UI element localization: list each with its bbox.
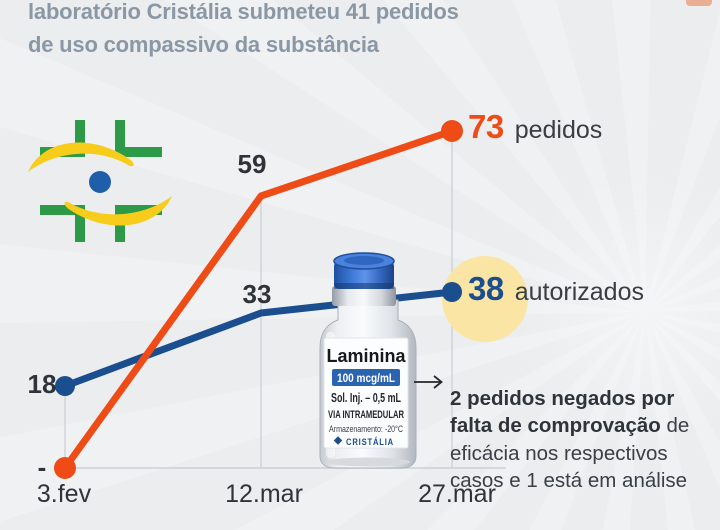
vial-cap-rim [334, 283, 394, 289]
vial-cap-top-inner [344, 256, 384, 265]
series-pedidos [54, 120, 463, 479]
x-tick-3fev: 3.fev [36, 480, 92, 508]
point-label-pedidos-3fev: - [37, 452, 47, 482]
x-tick-12mar: 12.mar [225, 480, 303, 508]
page-title: laboratório Cristália submeteu 41 pedido… [28, 0, 459, 61]
point-label-pedidos-12mar: 59 [237, 149, 267, 179]
vial-glass-bottom [326, 457, 410, 467]
legend-pedidos-text: pedidos [514, 116, 603, 144]
title-line-1: laboratório Cristália submeteu 41 pedido… [28, 0, 459, 24]
cristalia-logo-icon [333, 436, 343, 445]
legend-pedidos-value: 73 [468, 108, 504, 145]
point-pedidos-3fev [54, 457, 76, 479]
vial-dose: 100 mcg/mL [337, 371, 395, 385]
vial-route-text: VIA INTRAMEDULAR [328, 409, 404, 421]
yellow-highlight-circle [442, 256, 528, 342]
vial-solution-text: Sol. Inj. – 0,5 mL [331, 391, 401, 405]
vial-aluminum-seal [332, 286, 396, 306]
vial-label [323, 337, 409, 449]
legend-autorizados: 38 autorizados [468, 270, 644, 308]
point-label-autorizados-12mar: 33 [242, 279, 272, 309]
point-autorizados-27mar [442, 282, 462, 302]
point-label-autorizados-3fev: 18 [27, 369, 57, 399]
title-line-2: de uso compassivo da substância [28, 32, 379, 57]
medicine-vial: Laminina 100 mcg/mL Sol. Inj. – 0,5 mL V… [319, 252, 417, 469]
gridlines [57, 133, 506, 469]
line-pedidos [61, 127, 456, 472]
logo-yellow-swoosh-bottom [64, 196, 172, 226]
logo-yellow-swoosh-top [28, 142, 134, 172]
point-autorizados-3fev [55, 376, 75, 396]
vial-name: Laminina [326, 346, 406, 366]
point-pedidos-27mar [441, 120, 463, 142]
x-tick-27mar: 27.mar [418, 480, 496, 508]
vial-brand: CRISTÁLIA [346, 437, 394, 448]
vial-storage-text: Armazenamento: -20°C [329, 424, 403, 435]
annotation-negados: 2 pedidos negados por falta de comprovaç… [450, 385, 718, 495]
annotation-regular: de eficácia nos respectivos casos e 1 es… [450, 414, 690, 492]
arrow-right-icon [414, 375, 443, 389]
cropped-logo-fragment [686, 0, 712, 6]
annotation-bold: 2 pedidos negados por falta de comprovaç… [450, 386, 675, 438]
logo-blue-dot [89, 171, 111, 193]
legend-pedidos: 73 pedidos [468, 108, 602, 146]
legend-autorizados-value: 38 [468, 270, 504, 307]
vial-dose-badge [332, 369, 400, 386]
anvisa-logo-icon [28, 120, 172, 242]
legend-autorizados-text: autorizados [514, 278, 644, 306]
